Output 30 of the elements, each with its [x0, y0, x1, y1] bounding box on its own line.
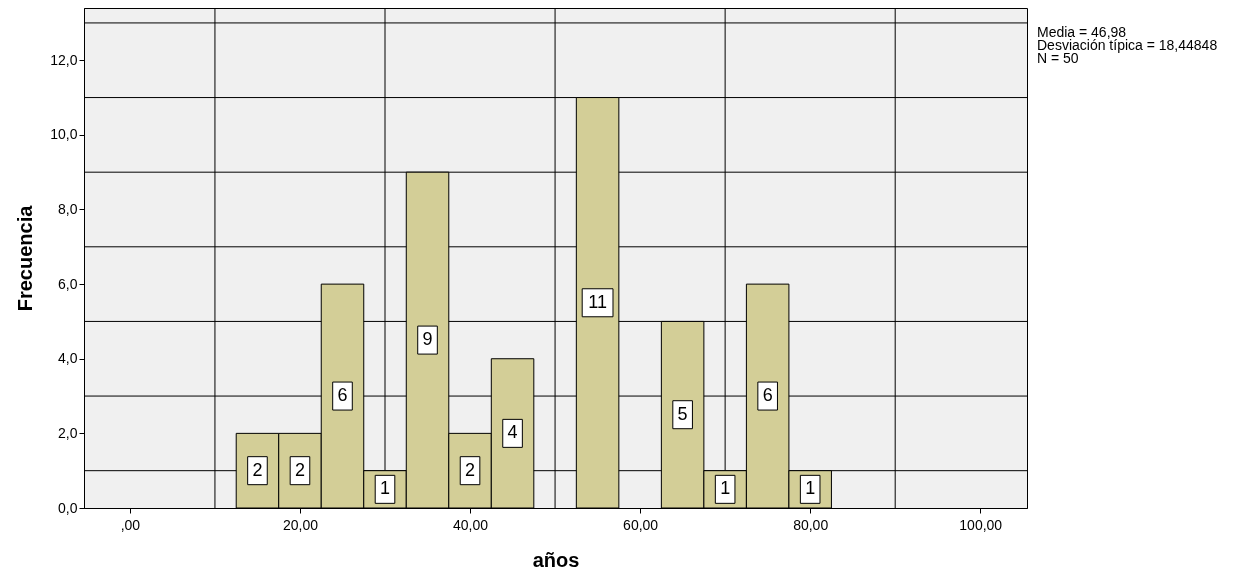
data-label: 1 — [380, 478, 391, 499]
x-tick-label: ,00 — [120, 516, 141, 533]
data-label: 4 — [507, 422, 518, 443]
text: N = 50 — [1037, 50, 1079, 66]
y-tick-label: 0,0 — [58, 499, 78, 516]
x-tick-label: 60,00 — [623, 516, 659, 533]
x-tick-label: 20,00 — [282, 516, 319, 533]
data-label: 6 — [337, 385, 348, 406]
data-label: 2 — [465, 459, 476, 480]
data-label: 2 — [294, 459, 305, 480]
y-tick-label: 2,0 — [58, 424, 78, 441]
data-label: 1 — [720, 478, 731, 499]
text: Desviación típica = 18,44848 — [1037, 37, 1218, 53]
x-tick-label: 80,00 — [793, 516, 829, 533]
x-tick-label: 40,00 — [453, 516, 489, 533]
y-tick-label: 6,0 — [58, 275, 78, 292]
y-tick-label: 4,0 — [58, 350, 78, 367]
data-label: 2 — [252, 459, 263, 480]
text: Media = 46,98 — [1037, 24, 1127, 40]
data-label: 1 — [805, 478, 816, 499]
data-label: 5 — [677, 403, 688, 424]
y-axis-title: Frecuencia — [14, 204, 37, 312]
data-label: 6 — [762, 385, 773, 406]
y-tick-label: 12,0 — [50, 51, 78, 68]
y-tick-label: 10,0 — [50, 126, 78, 143]
data-label: 11 — [588, 291, 607, 312]
data-label: 9 — [422, 329, 433, 350]
y-tick-label: 8,0 — [58, 200, 78, 217]
x-tick-label: 100,00 — [959, 516, 1003, 533]
x-axis-title: años — [532, 548, 580, 571]
